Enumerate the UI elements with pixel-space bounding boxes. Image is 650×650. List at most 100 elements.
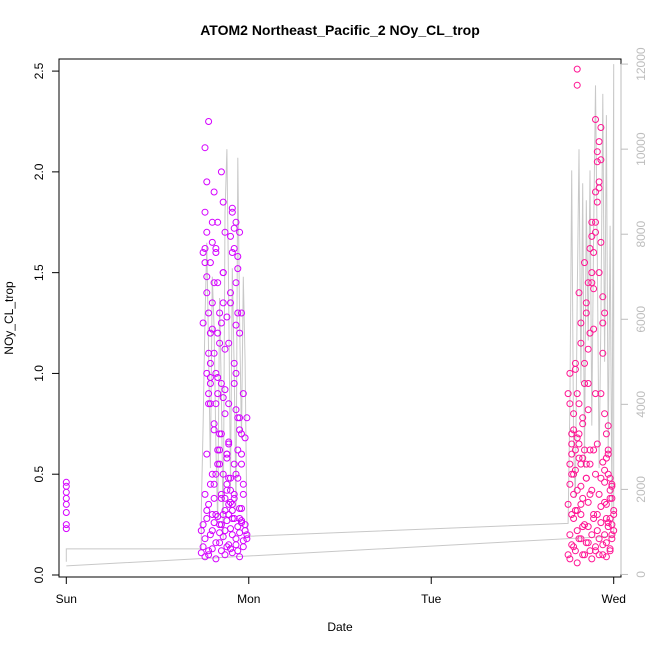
data-point-series-2: [597, 474, 605, 482]
data-point-series-2: [584, 539, 592, 547]
data-point-series-2: [584, 279, 592, 287]
data-point-series-1: [217, 547, 225, 555]
data-point-series-1: [206, 259, 214, 267]
data-point-series-2: [577, 339, 585, 347]
points-layer: [62, 65, 618, 567]
data-point-series-1: [241, 521, 249, 529]
data-point-series-2: [575, 400, 583, 408]
data-point-series-1: [225, 541, 233, 549]
data-point-series-1: [225, 438, 233, 446]
chart-title: ATOM2 Northeast_Pacific_2 NOy_CL_trop: [200, 22, 480, 38]
data-point-series-2: [586, 446, 594, 454]
data-point-series-1: [225, 511, 233, 518]
data-point-series-2: [577, 535, 585, 543]
data-point-series-1: [230, 380, 238, 387]
data-point-series-2: [606, 515, 614, 522]
data-point-series-2: [570, 426, 578, 434]
data-point-series-2: [608, 535, 616, 543]
data-point-series-1: [227, 232, 234, 240]
data-point-series-2: [573, 527, 581, 535]
data-point-series-1: [221, 228, 229, 236]
data-point-series-2: [579, 523, 587, 531]
data-point-series-2: [584, 498, 592, 506]
data-point-series-1: [219, 470, 227, 478]
data-point-series-2: [597, 519, 605, 527]
data-point-series-2: [599, 293, 607, 301]
data-point-series-2: [568, 440, 576, 448]
data-point-series-2: [601, 466, 609, 474]
data-point-series-2: [595, 490, 603, 498]
data-point-series-2: [593, 198, 601, 206]
data-point-series-1: [227, 289, 234, 297]
data-point-series-1: [230, 359, 238, 367]
data-point-series-1: [214, 390, 222, 398]
data-point-series-2: [604, 523, 612, 531]
data-point-series-1: [217, 430, 225, 438]
data-point-series-2: [586, 490, 594, 498]
data-point-series-1: [203, 369, 211, 377]
data-point-series-2: [588, 232, 596, 240]
y2-tick-label: 6000: [634, 306, 648, 333]
data-point-series-2: [577, 319, 585, 327]
data-point-series-2: [586, 329, 594, 337]
data-point-series-2: [566, 555, 574, 563]
data-point-series-2: [568, 511, 576, 518]
data-point-series-2: [608, 531, 616, 539]
data-point-series-1: [62, 509, 70, 516]
data-point-series-1: [205, 551, 213, 559]
data-point-series-2: [595, 551, 603, 559]
data-point-series-2: [593, 440, 601, 448]
data-point-series-2: [590, 325, 598, 333]
data-point-series-1: [208, 299, 216, 307]
data-point-series-2: [595, 184, 603, 192]
data-point-series-1: [227, 486, 234, 494]
data-point-series-2: [592, 228, 599, 236]
data-point-series-2: [595, 269, 603, 277]
y-tick-label: 0.5: [32, 466, 46, 483]
data-point-series-2: [592, 470, 599, 478]
data-point-series-1: [206, 480, 214, 488]
data-point-series-2: [606, 545, 614, 553]
data-point-series-1: [203, 228, 211, 236]
data-point-series-1: [219, 299, 227, 307]
data-point-series-1: [223, 313, 231, 321]
data-point-series-1: [219, 394, 227, 402]
data-point-series-1: [230, 245, 238, 252]
data-point-series-1: [243, 414, 251, 422]
data-point-series-2: [602, 430, 610, 438]
data-point-series-2: [593, 158, 601, 166]
data-point-series-2: [568, 430, 576, 438]
data-point-series-1: [221, 410, 229, 418]
data-point-series-2: [610, 507, 618, 514]
data-point-series-1: [212, 539, 220, 547]
data-point-series-1: [208, 527, 216, 535]
data-point-series-1: [228, 208, 236, 216]
data-point-series-2: [568, 541, 576, 549]
data-point-series-2: [582, 309, 590, 317]
y-tick-label: 1.5: [32, 264, 46, 281]
data-point-series-1: [228, 507, 236, 514]
data-point-series-2: [573, 486, 581, 494]
data-point-series-2: [577, 500, 585, 508]
data-point-series-1: [201, 490, 209, 498]
data-point-series-2: [573, 65, 581, 73]
data-point-series-1: [199, 319, 207, 327]
data-point-series-2: [590, 511, 598, 518]
data-point-series-2: [571, 547, 579, 555]
data-point-series-2: [570, 515, 578, 522]
data-point-series-1: [236, 426, 244, 434]
data-point-series-1: [212, 555, 220, 563]
data-point-series-1: [230, 494, 238, 502]
x-tick-label: Sun: [56, 592, 77, 606]
data-point-series-1: [201, 144, 209, 152]
data-point-series-2: [581, 380, 588, 387]
data-point-series-1: [221, 386, 229, 394]
data-point-series-1: [223, 450, 231, 458]
data-point-series-2: [581, 259, 588, 267]
data-point-series-2: [602, 553, 610, 561]
data-point-series-1: [234, 265, 242, 273]
data-point-series-2: [586, 245, 594, 252]
data-point-series-2: [588, 555, 596, 563]
data-point-series-1: [217, 380, 225, 387]
